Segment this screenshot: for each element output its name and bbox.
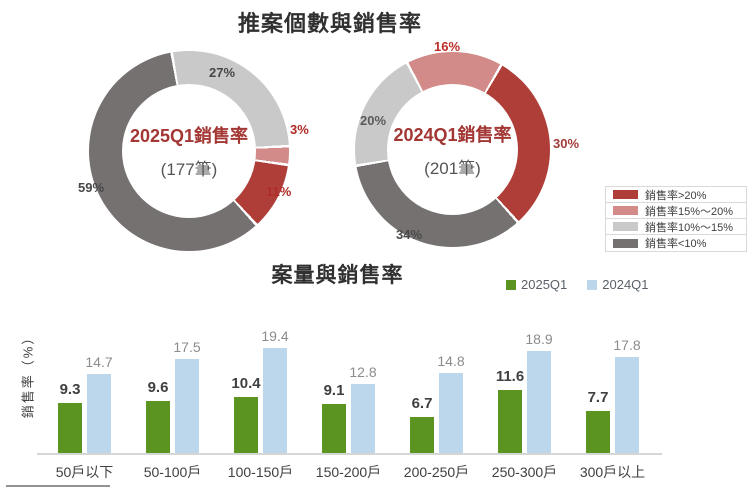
category-label-4: 200-250戶 bbox=[403, 464, 470, 480]
donut-section-title: 推案個數與銷售率 bbox=[237, 11, 422, 36]
slice-label-2024-under10: 34% bbox=[396, 227, 423, 242]
bar-value-2024q1-0: 14.7 bbox=[85, 353, 113, 370]
bar-group-2: 10.4 19.4 bbox=[231, 328, 289, 453]
bar-legend-item-2025q1: 2025Q1 bbox=[506, 277, 567, 292]
bar-section-title: 案量與銷售率 bbox=[271, 264, 404, 287]
bar-value-2025q1-5: 11.6 bbox=[495, 368, 525, 386]
donut-2025q1: 2025Q1銷售率 (177筆) bbox=[89, 51, 289, 251]
cropped-table-top-edge bbox=[6, 485, 110, 487]
bar-value-2024q1-2: 19.4 bbox=[261, 328, 289, 345]
bar-value-2025q1-3: 9.1 bbox=[323, 381, 345, 399]
donut-2025q1-center-count: (177筆) bbox=[160, 160, 218, 179]
bar-value-2025q1-1: 9.6 bbox=[147, 379, 169, 397]
bar-2025q1-6 bbox=[586, 411, 610, 453]
legend-item-15to20: 銷售率15%～20% bbox=[606, 203, 746, 219]
slice-label-2025-under10: 59% bbox=[78, 180, 105, 195]
legend-item-under10: 銷售率<10% bbox=[606, 235, 746, 251]
legend-label-over20: 銷售率>20% bbox=[645, 189, 707, 202]
legend-label-10to15: 銷售率10%～15% bbox=[645, 221, 734, 234]
slice-label-2024-over20: 30% bbox=[553, 136, 580, 151]
bar-2024q1-2 bbox=[263, 348, 287, 453]
bar-value-2024q1-6: 17.8 bbox=[613, 336, 641, 353]
legend-swatch-15to20 bbox=[613, 206, 638, 215]
category-label-0: 50戶以下 bbox=[55, 464, 114, 480]
slice-label-2024-10to15: 20% bbox=[360, 113, 387, 128]
bar-value-2025q1-2: 10.4 bbox=[231, 374, 261, 392]
x-axis-line bbox=[37, 453, 662, 455]
bar-2024q1-6 bbox=[615, 356, 639, 453]
category-label-2: 100-150戶 bbox=[227, 464, 294, 480]
bar-group-3: 9.1 12.8 bbox=[322, 338, 377, 453]
bar-2024q1-5 bbox=[527, 350, 551, 453]
bar-2025q1-3 bbox=[322, 403, 346, 453]
bar-chart-legend: 2025Q1 2024Q1 bbox=[506, 277, 649, 292]
slice-label-2024-15to20: 16% bbox=[434, 39, 461, 54]
bar-group-5: 11.6 18.9 bbox=[496, 331, 553, 453]
bar-value-2025q1-6: 7.7 bbox=[587, 389, 609, 407]
legend-label-under10: 銷售率<10% bbox=[645, 238, 707, 250]
bar-legend-swatch-2024q1 bbox=[587, 279, 598, 290]
bar-categories: 50戶以下 50-100戶 100-150戶 150-200戶 200-250戶 250-… bbox=[37, 462, 662, 480]
bar-plot: 9.3 14.7 9.6 17.5 10.4 19.4 9.1 12.8 6.7 14.8 11.6… bbox=[37, 328, 662, 453]
bar-group-1: 9.6 17.5 bbox=[146, 338, 201, 453]
donut-2024q1: 2024Q1銷售率 (201筆) bbox=[355, 52, 550, 247]
donut-2024q1-center-count: (201筆) bbox=[424, 158, 481, 178]
bar-group-0: 9.3 14.7 bbox=[58, 338, 113, 453]
bar-2024q1-1 bbox=[175, 358, 199, 453]
y-axis-label: 銷售率（%） bbox=[20, 329, 36, 419]
bar-value-2024q1-4: 14.8 bbox=[437, 353, 465, 370]
bar-legend-label-2025q1: 2025Q1 bbox=[521, 277, 568, 292]
legend-item-10to15: 銷售率10%～15% bbox=[606, 219, 746, 235]
bar-value-2024q1-3: 12.8 bbox=[349, 363, 377, 380]
bar-2024q1-4 bbox=[439, 373, 463, 453]
slice-label-2025-over20: 11% bbox=[266, 184, 292, 199]
bar-2024q1-3 bbox=[351, 383, 375, 453]
donut-2024q1-center-title: 2024Q1銷售率 bbox=[393, 124, 512, 145]
bar-group-4: 6.7 14.8 bbox=[410, 338, 465, 453]
donut-2025q1-center-title: 2025Q1銷售率 bbox=[129, 126, 249, 146]
bar-2024q1-0 bbox=[87, 373, 111, 453]
category-label-1: 50-100戶 bbox=[143, 464, 202, 480]
bar-value-2024q1-5: 18.9 bbox=[525, 330, 553, 347]
legend-item-over20: 銷售率>20% bbox=[606, 187, 746, 203]
category-label-3: 150-200戶 bbox=[315, 464, 382, 480]
bar-2025q1-0 bbox=[58, 402, 82, 453]
legend-swatch-over20 bbox=[613, 190, 638, 199]
category-label-5: 250-300戶 bbox=[491, 464, 558, 480]
bar-legend-label-2024q1: 2024Q1 bbox=[602, 277, 649, 292]
bar-2025q1-4 bbox=[410, 416, 434, 453]
bar-2025q1-5 bbox=[498, 390, 522, 453]
legend-swatch-under10 bbox=[613, 238, 638, 248]
donut-2025q1-center: 2025Q1銷售率 (177筆) bbox=[122, 84, 256, 218]
slice-label-2025-10to15: 27% bbox=[209, 65, 236, 80]
category-label-6: 300戶以上 bbox=[579, 464, 646, 480]
bar-legend-swatch-2025q1 bbox=[506, 279, 516, 290]
slice-label-2025-15to20: 3% bbox=[290, 122, 309, 137]
donut-2024q1-center: 2024Q1銷售率 (201筆) bbox=[387, 84, 518, 215]
sales-rate-legend: 銷售率>20% 銷售率15%～20% 銷售率10%～15% 銷售率<10% bbox=[605, 186, 747, 252]
bar-2025q1-1 bbox=[146, 401, 170, 453]
bar-group-6: 7.7 17.8 bbox=[586, 337, 641, 453]
bar-value-2025q1-4: 6.7 bbox=[411, 394, 433, 412]
bar-legend-item-2024q1: 2024Q1 bbox=[587, 277, 649, 292]
bar-2025q1-2 bbox=[234, 396, 258, 453]
bar-value-2024q1-1: 17.5 bbox=[173, 338, 201, 355]
legend-label-15to20: 銷售率15%～20% bbox=[645, 205, 734, 218]
bar-value-2025q1-0: 9.3 bbox=[59, 380, 81, 398]
legend-swatch-10to15 bbox=[613, 222, 638, 231]
